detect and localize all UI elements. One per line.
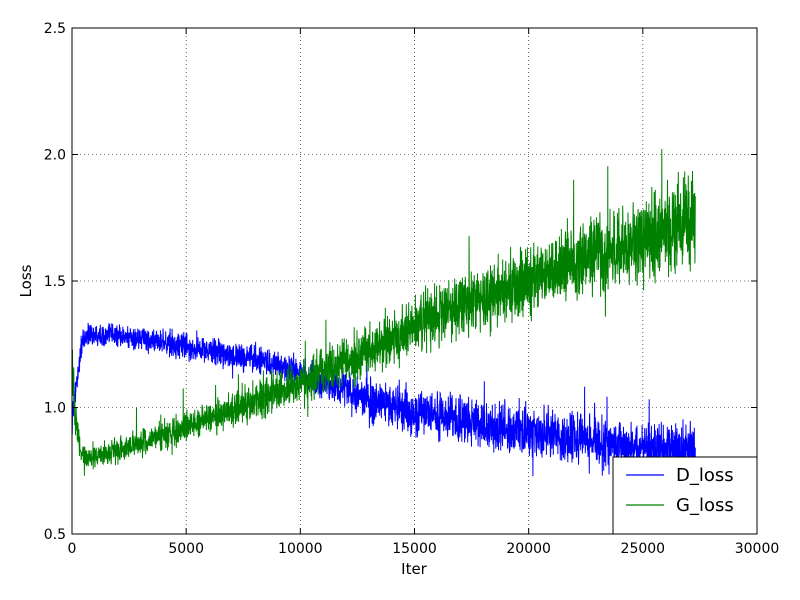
y-axis-label: Loss (17, 264, 35, 297)
series-layer (72, 148, 696, 482)
y-tick-label: 1.5 (44, 274, 66, 290)
x-tick-label: 25000 (621, 541, 666, 557)
x-tick-label: 15000 (392, 541, 437, 557)
x-tick-label: 10000 (278, 541, 323, 557)
x-tick-label: 0 (68, 541, 77, 557)
legend-box (612, 456, 758, 535)
tick-marks (71, 27, 758, 535)
x-tick-label: 30000 (735, 541, 780, 557)
series-line-d-loss (72, 322, 696, 482)
y-tick-label: 0.5 (44, 527, 66, 543)
series-line-g-loss (72, 148, 696, 476)
x-axis-label: Iter (401, 560, 428, 578)
y-tick-label: 2.0 (44, 148, 66, 164)
y-tick-label: 1.0 (44, 401, 66, 417)
legend-label-d-loss: D_loss (676, 465, 734, 486)
x-tick-label: 20000 (506, 541, 551, 557)
x-tick-label: 5000 (168, 541, 204, 557)
legend: D_loss G_loss (612, 456, 758, 535)
tick-labels: 0 5000 10000 15000 20000 25000 30000 0.5 1.0 1.5 2… (44, 21, 780, 557)
legend-label-g-loss: G_loss (676, 495, 734, 516)
y-tick-label: 2.5 (44, 21, 66, 37)
